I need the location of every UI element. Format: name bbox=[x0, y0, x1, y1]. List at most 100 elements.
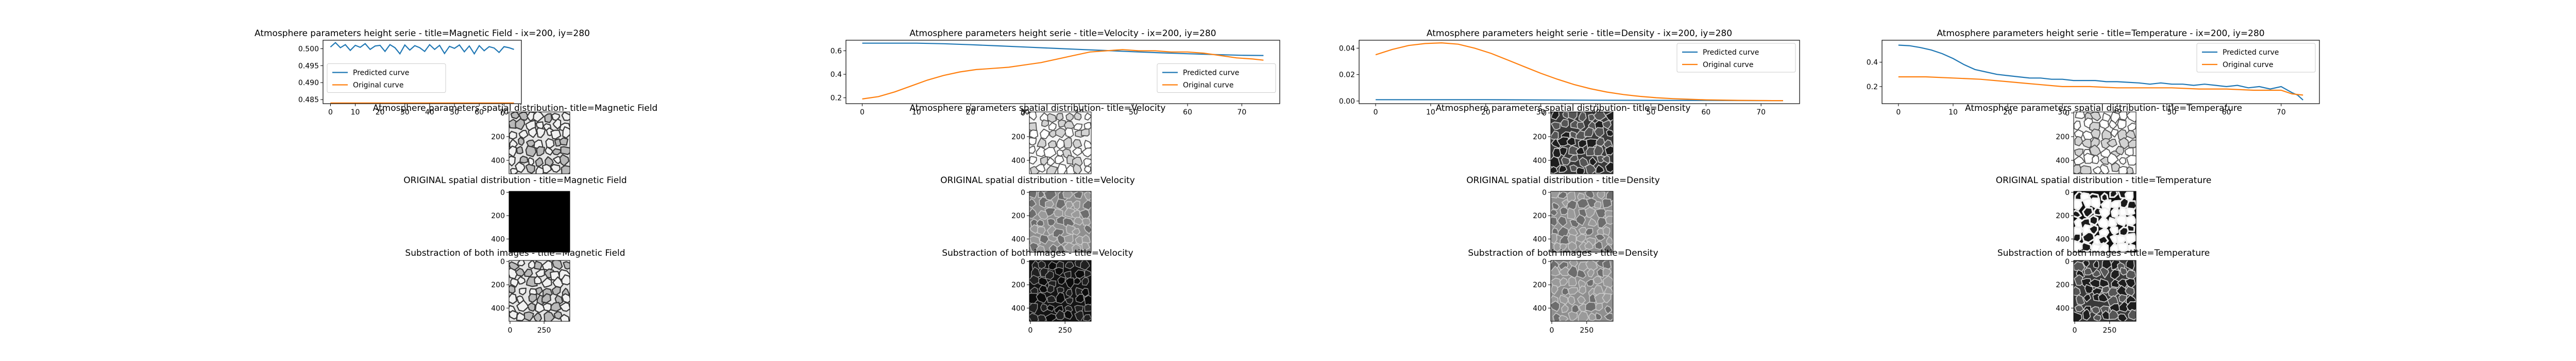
y-tick-label: 0.4 bbox=[831, 71, 842, 79]
y-tick-label: 0 bbox=[1021, 258, 1025, 266]
x-tick-label: 70 bbox=[1237, 108, 1246, 117]
legend-label-predicted: Predicted curve bbox=[1183, 69, 1239, 77]
x-tick-label: 20 bbox=[1481, 108, 1490, 117]
x-tick-label: 0 bbox=[1896, 108, 1901, 117]
y-tick-label: 0 bbox=[1021, 109, 1025, 118]
x-tick-label: 30 bbox=[400, 108, 410, 117]
image-pixels bbox=[2074, 260, 2136, 321]
image-frame bbox=[509, 260, 570, 322]
y-tick-label: 200 bbox=[1011, 212, 1025, 220]
series-line bbox=[862, 49, 1264, 100]
y-tick-label: 400 bbox=[2056, 304, 2070, 313]
legend-label-original: Original curve bbox=[1183, 81, 1233, 90]
image-pixels bbox=[509, 112, 570, 174]
x-tick-label: 10 bbox=[351, 108, 360, 117]
image-frame bbox=[1029, 260, 1092, 322]
image-pixels bbox=[1029, 191, 1091, 252]
y-tick-label: 0.495 bbox=[298, 62, 319, 70]
image-title: ORIGINAL spatial distribution - title=Ve… bbox=[940, 175, 1135, 186]
chart-title: Atmosphere parameters height serie - tit… bbox=[255, 28, 590, 39]
image-title: Substraction of both images - title=Velo… bbox=[942, 248, 1133, 258]
x-tick-label: 60 bbox=[1183, 108, 1192, 117]
y-tick-label: 0.2 bbox=[1867, 83, 1878, 91]
y-tick-label: 0 bbox=[1542, 258, 1547, 266]
y-tick-label: 0 bbox=[1021, 189, 1025, 197]
x-tick-label: 250 bbox=[1580, 326, 1594, 335]
x-tick-label: 0 bbox=[508, 326, 513, 335]
y-tick-label: 0 bbox=[1542, 189, 1547, 197]
y-tick-label: 0.6 bbox=[831, 47, 842, 56]
y-tick-label: 0.500 bbox=[298, 45, 319, 53]
legend: Predicted curve Original curve bbox=[2196, 43, 2316, 73]
legend-label-original: Original curve bbox=[2223, 61, 2273, 69]
image-frame bbox=[509, 111, 570, 174]
chart-panel: Atmosphere parameters height serie - tit… bbox=[1867, 28, 2320, 117]
x-tick-label: 20 bbox=[376, 108, 385, 117]
x-tick-label: 0 bbox=[1550, 326, 1554, 335]
legend-box bbox=[2196, 43, 2316, 73]
plot-frame bbox=[1359, 40, 1800, 104]
x-tick-label: 70 bbox=[2277, 108, 2286, 117]
x-tick-label: 20 bbox=[2003, 108, 2012, 117]
y-tick-label: 0 bbox=[2065, 258, 2070, 266]
y-tick-label: 200 bbox=[1533, 133, 1547, 141]
y-tick-label: 400 bbox=[491, 235, 505, 243]
y-tick-label: 0.02 bbox=[1339, 71, 1355, 79]
y-tick-label: 400 bbox=[1011, 235, 1025, 243]
series-line bbox=[1898, 76, 2303, 96]
image-title: Substraction of both images - title=Magn… bbox=[405, 248, 625, 258]
image-panel: ORIGINAL spatial distribution - title=Ve… bbox=[940, 175, 1135, 253]
x-tick-label: 0 bbox=[1374, 108, 1378, 117]
x-tick-label: 60 bbox=[1701, 108, 1710, 117]
x-tick-label: 40 bbox=[425, 108, 434, 117]
legend-box bbox=[327, 63, 446, 93]
x-tick-label: 50 bbox=[1129, 108, 1138, 117]
y-tick-label: 400 bbox=[1533, 304, 1547, 313]
y-tick-label: 0 bbox=[500, 109, 505, 118]
x-tick-label: 50 bbox=[2167, 108, 2177, 117]
chart-panel: Atmosphere parameters height serie - tit… bbox=[831, 28, 1280, 117]
x-tick-label: 0 bbox=[2073, 326, 2077, 335]
image-panel: ORIGINAL spatial distribution - title=De… bbox=[1466, 175, 1660, 253]
legend-label-original: Original curve bbox=[1703, 61, 1753, 69]
image-frame bbox=[1550, 111, 1614, 174]
image-title: Atmosphere parameters spatial distributi… bbox=[910, 103, 1166, 113]
y-tick-label: 200 bbox=[491, 212, 505, 220]
x-tick-label: 250 bbox=[2103, 326, 2116, 335]
plot-frame bbox=[845, 40, 1280, 104]
x-tick-label: 10 bbox=[1948, 108, 1958, 117]
y-tick-label: 0 bbox=[1542, 109, 1547, 118]
image-panel: Substraction of both images - title=Dens… bbox=[1468, 248, 1658, 335]
legend: Predicted curve Original curve bbox=[1676, 43, 1796, 73]
series-line bbox=[1375, 42, 1783, 102]
y-tick-label: 400 bbox=[2056, 157, 2070, 165]
image-panel: ORIGINAL spatial distribution - title=Te… bbox=[1996, 175, 2211, 253]
chart-title: Atmosphere parameters height serie - tit… bbox=[1937, 28, 2264, 39]
series-line bbox=[862, 42, 1264, 56]
image-title: ORIGINAL spatial distribution - title=Ma… bbox=[403, 175, 626, 186]
y-tick-label: 200 bbox=[2056, 133, 2070, 141]
plot-frame bbox=[1882, 40, 2320, 104]
image-frame bbox=[509, 191, 570, 253]
x-tick-label: 0 bbox=[860, 108, 865, 117]
image-panel: Atmosphere parameters spatial distributi… bbox=[910, 103, 1166, 174]
series-line bbox=[1898, 44, 2303, 101]
image-pixels bbox=[2074, 191, 2136, 252]
x-tick-label: 30 bbox=[1536, 108, 1546, 117]
y-tick-label: 400 bbox=[491, 304, 505, 313]
chart-panel: Atmosphere parameters height serie - tit… bbox=[255, 28, 590, 117]
image-panel: Atmosphere parameters spatial distributi… bbox=[373, 103, 657, 174]
series-line bbox=[330, 42, 514, 55]
image-panel: Atmosphere parameters spatial distributi… bbox=[1436, 103, 1690, 174]
plot-frame bbox=[323, 40, 522, 104]
image-title: Substraction of both images - title=Dens… bbox=[1468, 248, 1658, 258]
image-pixels bbox=[2074, 112, 2136, 174]
image-frame bbox=[1550, 191, 1614, 253]
x-tick-label: 30 bbox=[2058, 108, 2067, 117]
x-tick-label: 0 bbox=[1028, 326, 1033, 335]
x-tick-label: 70 bbox=[1756, 108, 1766, 117]
image-pixels bbox=[1551, 191, 1613, 252]
y-tick-label: 200 bbox=[1533, 281, 1547, 289]
x-tick-label: 10 bbox=[912, 108, 921, 117]
